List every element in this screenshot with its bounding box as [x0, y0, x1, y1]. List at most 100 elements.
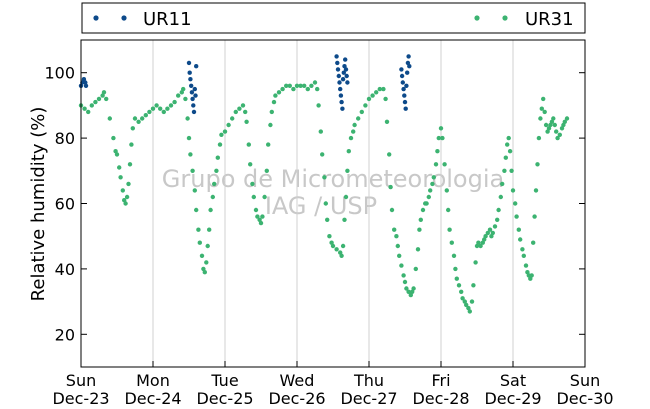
data-point [352, 122, 357, 128]
data-point [262, 194, 267, 200]
data-point [557, 132, 562, 137]
data-point [345, 168, 350, 173]
data-point [201, 266, 206, 272]
data-point [344, 73, 349, 79]
data-point [273, 93, 278, 98]
data-point [202, 270, 207, 275]
data-point [340, 77, 346, 82]
data-point [507, 149, 513, 154]
data-point [181, 86, 186, 92]
data-point [387, 152, 392, 157]
data-point [258, 220, 264, 226]
data-point [309, 83, 314, 89]
data-point [554, 129, 559, 134]
data-point [449, 240, 454, 245]
data-point [269, 109, 274, 115]
data-point [541, 96, 546, 102]
data-point [240, 103, 246, 108]
data-point [433, 162, 439, 167]
data-point [335, 60, 340, 66]
data-point [405, 70, 410, 75]
data-point [476, 240, 481, 245]
data-point [188, 77, 193, 82]
data-point [327, 234, 332, 239]
data-point [82, 106, 87, 111]
data-point [208, 207, 213, 213]
data-point [542, 109, 547, 115]
x-tick-label-day: Sat [500, 371, 526, 390]
data-point [343, 67, 349, 72]
data-point [549, 119, 555, 125]
data-point [183, 96, 188, 102]
data-point [516, 227, 521, 232]
data-point [104, 96, 109, 102]
x-tick-label-day: Sun [66, 371, 96, 390]
data-point [271, 99, 277, 105]
data-point [158, 106, 163, 111]
data-point [469, 299, 475, 304]
data-point [478, 243, 483, 249]
data-point [562, 119, 567, 125]
data-point [250, 181, 255, 187]
data-point [305, 86, 310, 92]
data-point [186, 60, 192, 66]
y-axis: 20 40 60 80 100 [44, 64, 585, 344]
data-point [545, 129, 550, 134]
data-point [189, 83, 194, 89]
data-point [430, 181, 435, 187]
data-point [323, 201, 328, 206]
data-point [460, 296, 465, 301]
data-point [406, 54, 411, 59]
x-tick-label-day: Tue [210, 371, 238, 390]
data-point [243, 109, 248, 115]
x-tick-label-date: Dec-29 [484, 389, 541, 408]
x-tick-label-date: Dec-28 [412, 389, 469, 408]
data-point [399, 73, 405, 79]
x-tick-label-date: Dec-27 [340, 389, 397, 408]
data-point [168, 103, 174, 108]
data-point [370, 93, 375, 98]
data-point [474, 243, 480, 249]
data-point [529, 273, 534, 278]
data-point [255, 214, 260, 219]
data-point [435, 149, 440, 154]
data-point [442, 162, 447, 167]
data-point [403, 106, 408, 111]
data-point [287, 83, 292, 89]
data-point [374, 90, 379, 95]
data-point [510, 188, 516, 193]
data-point [233, 109, 238, 115]
data-point [196, 227, 201, 232]
data-point [315, 86, 320, 92]
data-point [161, 109, 166, 115]
data-point [343, 194, 349, 200]
data-point [336, 73, 341, 79]
data-point [107, 116, 113, 121]
data-point [127, 162, 133, 167]
data-point [329, 240, 334, 245]
data-points [78, 54, 570, 314]
data-point [210, 194, 215, 200]
data-point [447, 227, 452, 232]
data-point [212, 181, 217, 187]
data-point [424, 201, 429, 206]
x-tick-label-date: Dec-25 [196, 389, 253, 408]
y-tick-label: 60 [55, 195, 75, 214]
data-point [402, 279, 408, 285]
data-point [345, 80, 350, 85]
data-point [377, 86, 382, 92]
data-point [506, 135, 511, 141]
data-point [500, 181, 505, 187]
data-point [502, 168, 507, 173]
data-point [205, 243, 210, 249]
data-point [552, 122, 557, 128]
data-point [383, 96, 388, 102]
data-point [192, 86, 197, 92]
data-point [140, 116, 145, 121]
data-point [330, 243, 336, 249]
data-point [312, 80, 318, 85]
data-point [389, 207, 395, 213]
data-point [505, 142, 510, 147]
data-point [490, 230, 495, 236]
x-axis: SunDec-23MonDec-24TueDec-25WedDec-26ThuD… [52, 361, 614, 408]
